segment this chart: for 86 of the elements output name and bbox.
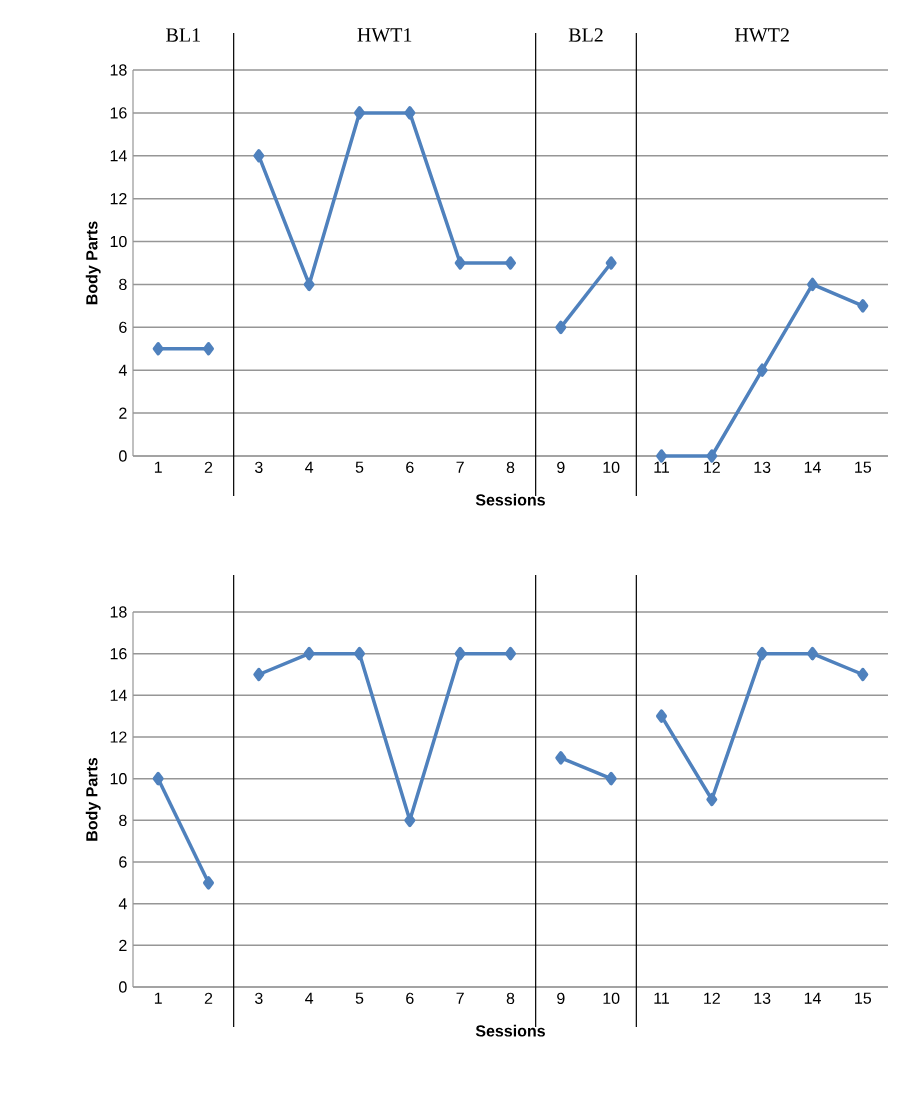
point (706, 792, 718, 807)
point (605, 256, 617, 270)
point (354, 646, 365, 661)
x-tick-label: 10 (603, 992, 620, 1004)
point (203, 876, 214, 890)
point (857, 299, 869, 313)
point (454, 256, 466, 270)
point (656, 709, 667, 723)
x-tick-label: 12 (704, 461, 720, 473)
x-tick-label: 6 (406, 992, 414, 1004)
y-tick-label: 0 (119, 981, 127, 993)
x-tick-label: 7 (456, 992, 464, 1004)
x-tick-label: 5 (355, 461, 364, 473)
y-tick-label: 8 (119, 278, 127, 291)
y-tick-label: 8 (119, 814, 127, 826)
y-tick-label: 14 (110, 689, 127, 701)
point (807, 646, 818, 661)
y-tick-label: 2 (119, 407, 127, 419)
x-tick-label: 11 (654, 461, 670, 473)
point (605, 771, 617, 786)
y-tick-label: 10 (110, 235, 127, 248)
x-tick-label: 14 (804, 461, 821, 473)
x-tick-label: 2 (204, 461, 213, 473)
y-tick-label: 16 (110, 648, 127, 660)
y-tick-label: 0 (119, 450, 127, 462)
point (807, 277, 818, 292)
x-axis-title: Sessions (475, 1024, 545, 1037)
point (505, 646, 516, 661)
point (454, 646, 466, 661)
y-tick-label: 4 (118, 364, 127, 376)
y-axis-title: Body Parts (85, 221, 101, 305)
y-tick-label: 12 (110, 193, 127, 205)
x-tick-label: 13 (754, 461, 771, 473)
y-tick-label: 10 (110, 773, 127, 785)
text: BL1 (166, 28, 200, 42)
x-tick-label: 6 (406, 461, 414, 473)
point (404, 106, 416, 120)
point (152, 771, 164, 786)
point (152, 342, 164, 356)
x-tick-label: 5 (355, 992, 364, 1004)
y-tick-label: 14 (110, 150, 127, 162)
point (303, 277, 315, 292)
x-tick-label: 4 (305, 461, 314, 473)
y-tick-label: 2 (119, 939, 127, 951)
x-axis-title: Sessions (475, 493, 545, 506)
x-tick-label: 15 (855, 992, 872, 1004)
point (555, 320, 567, 335)
x-tick-label: 1 (154, 992, 162, 1004)
point (253, 149, 265, 163)
x-tick-label: 15 (855, 461, 872, 473)
point (555, 751, 567, 765)
text: BL2 (568, 28, 603, 42)
text: HWT1 (357, 28, 412, 42)
point (404, 813, 416, 828)
x-tick-label: 8 (506, 461, 515, 473)
point (756, 646, 768, 661)
x-tick-label: 8 (506, 992, 515, 1004)
point (354, 106, 365, 120)
x-tick-label: 14 (804, 992, 821, 1004)
y-tick-label: 12 (110, 731, 127, 743)
y-tick-label: 4 (118, 898, 127, 910)
x-tick-label: 12 (704, 992, 720, 1004)
x-tick-label: 9 (557, 992, 565, 1004)
point (203, 342, 214, 356)
y-tick-label: 6 (119, 856, 127, 868)
x-tick-label: 13 (754, 992, 771, 1004)
y-tick-label: 16 (110, 107, 127, 119)
x-tick-label: 7 (456, 461, 464, 473)
x-tick-label: 2 (204, 992, 213, 1004)
point (253, 667, 265, 682)
x-tick-label: 3 (254, 461, 263, 473)
point (857, 667, 869, 682)
text: HWT2 (734, 28, 789, 42)
y-tick-label: 6 (119, 321, 127, 333)
x-tick-label: 11 (654, 992, 670, 1004)
x-tick-label: 1 (154, 461, 162, 473)
x-tick-label: 9 (557, 461, 565, 473)
point (303, 646, 315, 661)
point (756, 363, 768, 377)
x-tick-label: 10 (603, 461, 620, 473)
point (505, 256, 516, 270)
x-tick-label: 4 (305, 992, 314, 1004)
y-tick-label: 18 (110, 606, 127, 618)
x-tick-label: 3 (254, 992, 263, 1004)
y-tick-label: 18 (110, 64, 127, 76)
y-axis-title: Body Parts (85, 757, 101, 841)
